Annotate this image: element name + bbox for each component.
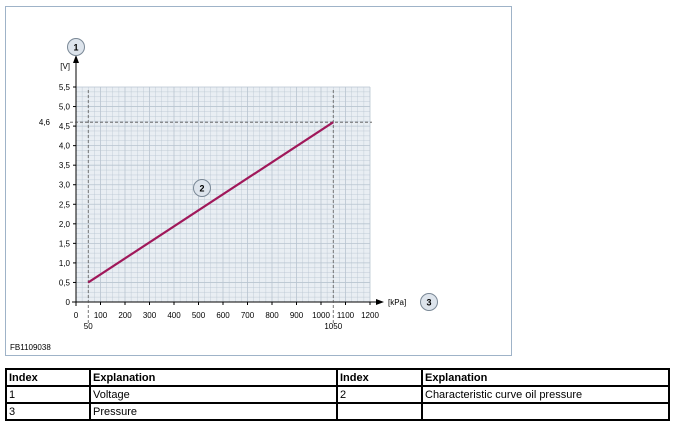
pressure-voltage-chart: 0 0,5 1,0 1,5 2,0 2,5 3,0 3,5 4,0 4,5 5,0 5,5 0 100 20… [39,38,438,331]
y-tick-label: 4,0 [59,142,71,151]
y-tick-label: 3,0 [59,181,71,190]
x-tick-label: 0 [74,311,79,320]
y-tick-label: 1,0 [59,259,71,268]
legend-cell: 2 [336,385,423,404]
x-tick-label: 800 [265,311,279,320]
y-tick-label: 5,0 [59,103,71,112]
x-marker-label: 50 [84,322,93,331]
x-tick-label: 500 [192,311,206,320]
y-tick-label: 5,5 [59,83,71,92]
y-tick-label: 2,0 [59,220,71,229]
callout-circle-3 [420,293,438,311]
y-tick-label: 2,5 [59,200,71,209]
legend-cell: Pressure [89,402,338,421]
x-tick-label: 600 [216,311,230,320]
x-tick-label: 300 [143,311,157,320]
legend-cell: 3 [5,402,91,421]
x-tick-label: 900 [290,311,304,320]
callout-label-2: 2 [199,184,204,194]
callout-label-1: 1 [73,43,78,53]
x-tick-label: 100 [94,311,108,320]
y-tick-label: 1,5 [59,239,71,248]
legend-table: Index Explanation Index Explanation 1 Vo… [5,368,670,421]
x-tick-label: 700 [241,311,255,320]
x-tick-label: 400 [167,311,181,320]
table-row: 1 Voltage 2 Characteristic curve oil pre… [5,385,670,404]
y-axis-unit: [V] [60,62,70,71]
figure-frame: 0 0,5 1,0 1,5 2,0 2,5 3,0 3,5 4,0 4,5 5,0 5,5 0 100 20… [5,6,512,356]
legend-cell: Voltage [89,385,338,404]
y-tick-label: 0,5 [59,278,71,287]
legend-header-explanation-2: Explanation [421,368,670,387]
x-tick-label: 1100 [337,311,355,320]
table-row: 3 Pressure [5,402,670,421]
y-axis-arrow [73,55,79,63]
callout-circle-1 [67,38,85,56]
x-marker-label: 1050 [324,322,342,331]
legend-cell: Characteristic curve oil pressure [421,385,670,404]
legend-header-row: Index Explanation Index Explanation [5,368,670,387]
legend-cell [421,402,670,421]
callout-label-3: 3 [426,298,431,308]
characteristic-curve-line [87,121,334,284]
y-tick-label: 4,5 [59,122,71,131]
x-axis-arrow [376,299,384,305]
y-tick-label: 3,5 [59,161,71,170]
legend-cell: 1 [5,385,91,404]
callout-circle-2 [193,179,211,197]
x-tick-label: 1200 [361,311,379,320]
legend-cell [336,402,423,421]
x-tick-label: 200 [118,311,132,320]
legend-header-index-2: Index [336,368,423,387]
x-tick-label: 1000 [312,311,330,320]
legend-header-explanation-1: Explanation [89,368,338,387]
legend-header-index-1: Index [5,368,91,387]
y-marker-label: 4,6 [39,118,51,127]
figure-id: FB1109038 [10,343,51,352]
y-tick-label: 0 [66,298,71,307]
x-axis-unit: [kPa] [388,298,406,307]
